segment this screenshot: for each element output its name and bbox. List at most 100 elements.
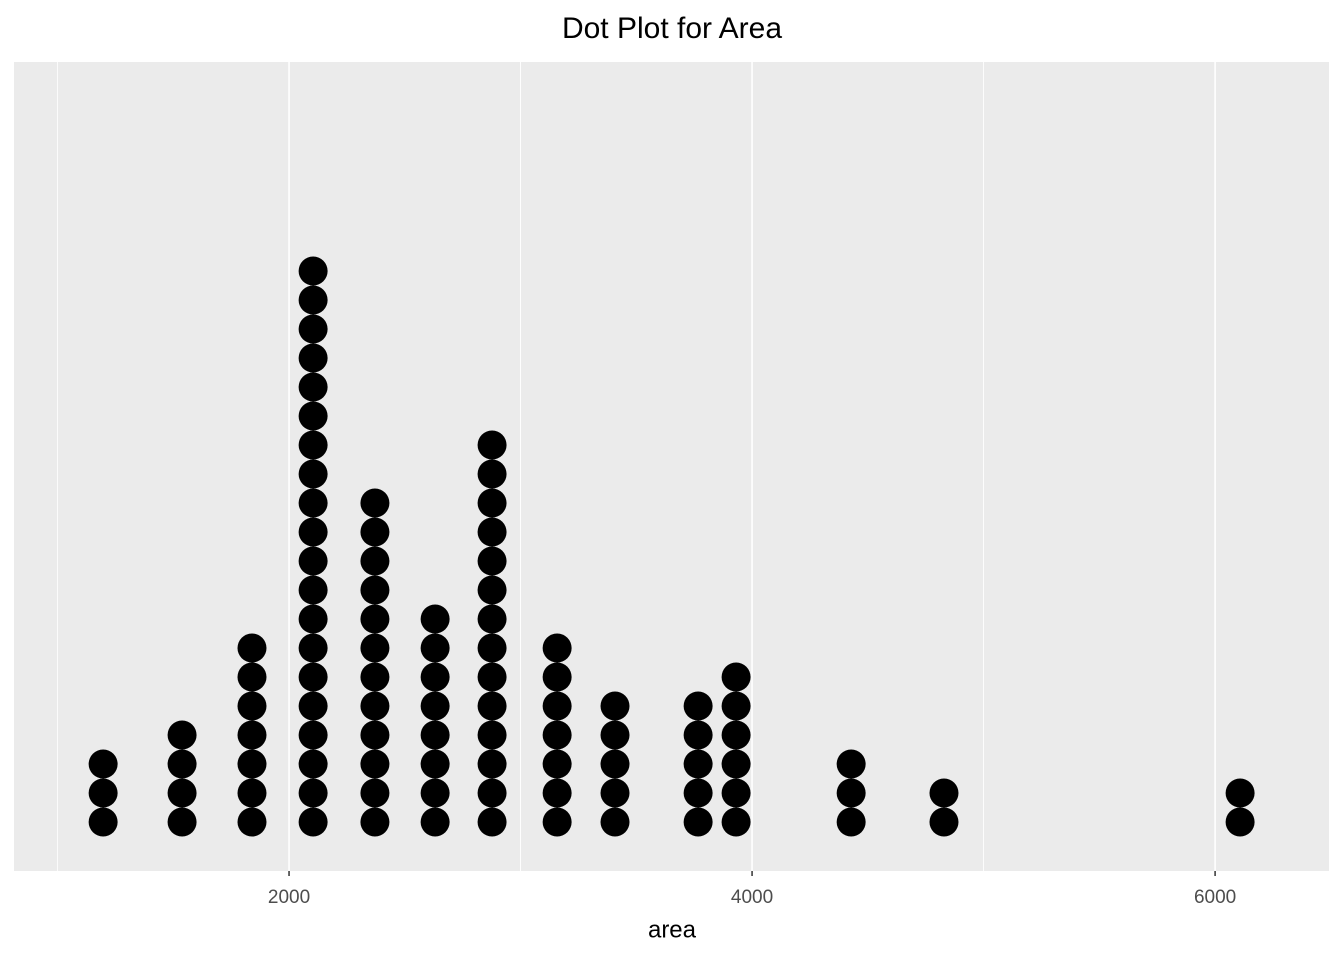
dot bbox=[360, 691, 390, 721]
dot bbox=[360, 778, 390, 808]
dot bbox=[420, 720, 450, 750]
dot bbox=[721, 691, 751, 721]
dot bbox=[298, 662, 328, 692]
dot bbox=[298, 691, 328, 721]
dot bbox=[237, 633, 267, 663]
dot bbox=[298, 372, 328, 402]
dot bbox=[1225, 807, 1255, 837]
dot bbox=[542, 720, 572, 750]
dot bbox=[600, 691, 630, 721]
dot bbox=[683, 778, 713, 808]
x-tick-label: 4000 bbox=[731, 887, 773, 908]
chart-title: Dot Plot for Area bbox=[562, 12, 782, 45]
dot bbox=[360, 749, 390, 779]
dot bbox=[298, 604, 328, 634]
dot bbox=[298, 256, 328, 286]
dot bbox=[420, 662, 450, 692]
dot bbox=[420, 749, 450, 779]
dot bbox=[237, 691, 267, 721]
dot bbox=[298, 546, 328, 576]
dot bbox=[542, 633, 572, 663]
dot bbox=[600, 807, 630, 837]
dot bbox=[420, 807, 450, 837]
dot bbox=[360, 488, 390, 518]
dot bbox=[298, 575, 328, 605]
plot-panel bbox=[14, 62, 1329, 871]
dot bbox=[237, 662, 267, 692]
dot bbox=[542, 662, 572, 692]
dot bbox=[683, 691, 713, 721]
dot bbox=[237, 807, 267, 837]
dot bbox=[929, 807, 959, 837]
dot bbox=[360, 604, 390, 634]
dot bbox=[477, 778, 507, 808]
dot bbox=[836, 749, 866, 779]
dot bbox=[360, 807, 390, 837]
dot bbox=[360, 633, 390, 663]
dot bbox=[420, 604, 450, 634]
dot bbox=[360, 662, 390, 692]
dot bbox=[360, 517, 390, 547]
dot bbox=[167, 749, 197, 779]
dot bbox=[477, 633, 507, 663]
dot bbox=[477, 430, 507, 460]
dot bbox=[477, 517, 507, 547]
dot bbox=[237, 720, 267, 750]
dot bbox=[298, 343, 328, 373]
dot bbox=[836, 778, 866, 808]
dot bbox=[721, 807, 751, 837]
dot bbox=[477, 604, 507, 634]
dot bbox=[477, 691, 507, 721]
dot bbox=[298, 720, 328, 750]
dot bbox=[477, 807, 507, 837]
dot bbox=[420, 691, 450, 721]
dot bbox=[360, 575, 390, 605]
dot bbox=[88, 778, 118, 808]
dot bbox=[542, 807, 572, 837]
dot bbox=[167, 778, 197, 808]
dot bbox=[298, 459, 328, 489]
dot bbox=[88, 807, 118, 837]
dot bbox=[721, 749, 751, 779]
dot bbox=[683, 720, 713, 750]
dot bbox=[683, 749, 713, 779]
dot bbox=[600, 720, 630, 750]
dot bbox=[1225, 778, 1255, 808]
dot bbox=[298, 778, 328, 808]
dot bbox=[298, 401, 328, 431]
dot bbox=[88, 749, 118, 779]
x-tick-label: 6000 bbox=[1194, 887, 1236, 908]
dot bbox=[683, 807, 713, 837]
x-tick-label: 2000 bbox=[268, 887, 310, 908]
dot bbox=[721, 720, 751, 750]
dot bbox=[721, 662, 751, 692]
dot bbox=[477, 488, 507, 518]
dot bbox=[542, 778, 572, 808]
dot bbox=[836, 807, 866, 837]
dot bbox=[477, 575, 507, 605]
dot bbox=[929, 778, 959, 808]
dot bbox=[542, 749, 572, 779]
dot bbox=[477, 720, 507, 750]
dot bbox=[420, 778, 450, 808]
dot bbox=[477, 459, 507, 489]
dot bbox=[360, 546, 390, 576]
dot bbox=[298, 430, 328, 460]
dot bbox=[600, 749, 630, 779]
dot bbox=[298, 517, 328, 547]
dot bbox=[721, 778, 751, 808]
dot bbox=[298, 285, 328, 315]
dot bbox=[167, 720, 197, 750]
dot bbox=[420, 633, 450, 663]
x-axis-label: area bbox=[648, 916, 697, 943]
dot bbox=[360, 720, 390, 750]
dot bbox=[600, 778, 630, 808]
dot bbox=[298, 807, 328, 837]
dot bbox=[477, 749, 507, 779]
dot bbox=[298, 633, 328, 663]
dot bbox=[167, 807, 197, 837]
dot bbox=[477, 662, 507, 692]
dot bbox=[298, 314, 328, 344]
